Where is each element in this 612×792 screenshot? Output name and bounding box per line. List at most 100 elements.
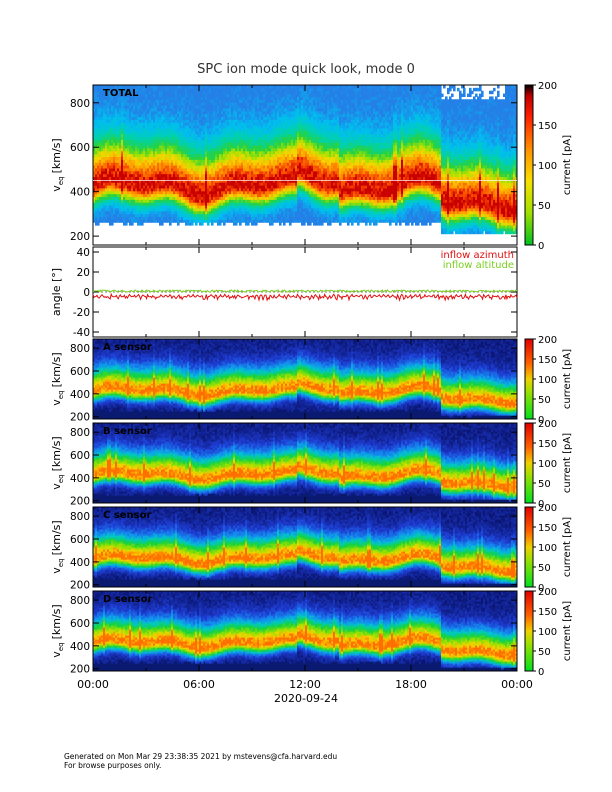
heatmap-cell [239,205,242,209]
heatmap-cell [281,113,284,118]
heatmap-cell [191,122,194,126]
heatmap-cell [247,113,250,118]
heatmap-cell [101,162,104,166]
heatmap-cell [105,193,108,198]
heatmap-cell [295,107,298,112]
heatmap-cell [291,153,294,158]
heatmap-cell [121,219,124,223]
heatmap-cell [263,219,266,223]
heatmap-cell [99,90,102,95]
heatmap-cell [173,99,176,103]
heatmap-cell [201,156,204,160]
heatmap-cell [273,142,276,146]
heatmap-cell [191,213,194,218]
heatmap-cell [109,110,112,115]
heatmap-cell [293,165,296,169]
heatmap-cell [187,116,190,120]
heatmap-cell [157,159,160,163]
heatmap-cell [271,159,274,163]
heatmap-cell [105,190,108,195]
heatmap-cell [191,202,194,206]
heatmap-cell [103,216,106,220]
heatmap-cell [197,93,200,98]
heatmap-cell [173,133,176,138]
heatmap-cell [159,179,162,183]
heatmap-cell [293,153,296,158]
heatmap-cell [179,153,182,158]
heatmap-cell [135,213,138,218]
heatmap-cell [257,182,260,186]
heatmap-cell [221,196,224,200]
heatmap-cell [143,87,146,92]
heatmap-cell [221,87,224,92]
heatmap-cell [183,153,186,158]
heatmap-cell [149,116,152,120]
heatmap-cell [253,199,256,203]
heatmap-cell [291,90,294,95]
heatmap-cell [233,90,236,95]
heatmap-cell [173,147,176,152]
heatmap-cell [113,127,116,132]
heatmap-cell [109,153,112,158]
heatmap-cell [219,216,222,220]
heatmap-cell [105,119,108,123]
heatmap-cell [233,162,236,166]
heatmap-cell [179,119,182,123]
heatmap-cell [271,90,274,95]
heatmap-cell [105,127,108,132]
heatmap-cell [123,130,126,135]
heatmap-cell [271,170,274,175]
heatmap-cell [293,105,296,109]
heatmap-cell [143,202,146,206]
heatmap-cell [175,156,178,160]
heatmap-cell [223,125,226,129]
heatmap-cell [99,102,102,106]
heatmap-cell [145,133,148,138]
heatmap-cell [237,90,240,95]
heatmap-cell [233,102,236,106]
heatmap-cell [185,122,188,126]
heatmap-cell [141,153,144,158]
heatmap-cell [117,173,120,178]
heatmap-cell [283,190,286,195]
heatmap-cell [251,105,254,109]
heatmap-cell [267,122,270,126]
heatmap-cell [213,85,216,89]
heatmap-cell [227,213,230,218]
heatmap-cell [141,222,144,226]
heatmap-cell [209,159,212,163]
heatmap-cell [243,199,246,203]
heatmap-cell [131,196,134,200]
heatmap-cell [249,165,252,169]
heatmap-cell [281,116,284,120]
heatmap-cell [223,199,226,203]
heatmap-cell [147,102,150,106]
heatmap-cell [149,205,152,209]
heatmap-cell [215,219,218,223]
heatmap-cell [153,162,156,166]
heatmap-cell [251,162,254,166]
heatmap-cell [289,187,292,192]
heatmap-cell [157,130,160,135]
heatmap-cell [113,119,116,123]
heatmap-cell [261,153,264,158]
heatmap-cell [295,145,298,149]
heatmap-cell [123,170,126,175]
heatmap-cell [111,159,114,163]
heatmap-cell [225,113,228,118]
heatmap-cell [175,130,178,135]
heatmap-cell [113,150,116,155]
heatmap-cell [259,102,262,106]
heatmap-cell [151,162,154,166]
heatmap-cell [285,142,288,146]
heatmap-cell [159,93,162,98]
heatmap-cell [237,210,240,215]
heatmap-cell [277,127,280,132]
heatmap-cell [217,139,220,143]
heatmap-cell [257,207,260,212]
heatmap-cell [215,187,218,192]
heatmap-cell [235,190,238,195]
heatmap-cell [217,107,220,112]
heatmap-cell [205,190,208,195]
heatmap-cell [113,196,116,200]
